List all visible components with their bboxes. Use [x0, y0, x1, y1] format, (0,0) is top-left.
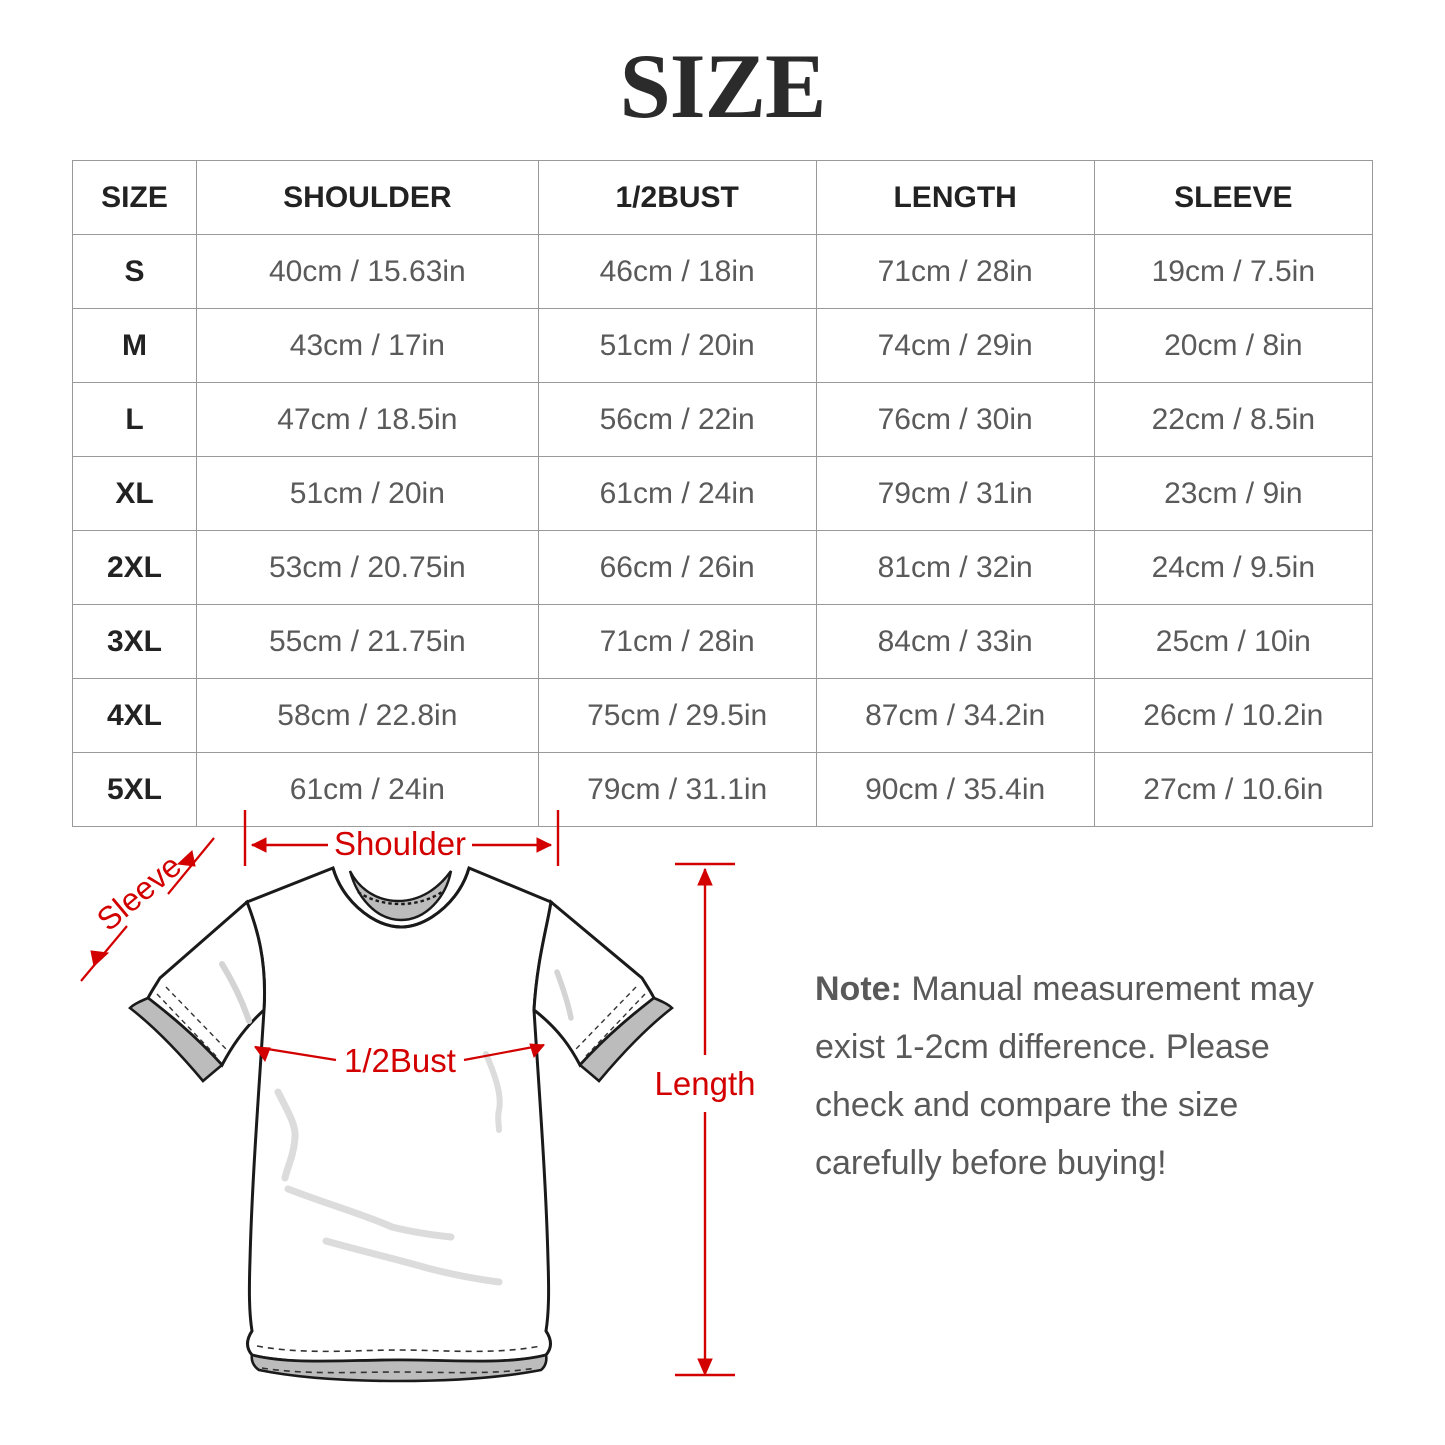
svg-text:Length: Length: [655, 1065, 756, 1102]
svg-text:1/2Bust: 1/2Bust: [344, 1042, 456, 1079]
svg-text:Sleeve: Sleeve: [90, 847, 188, 937]
svg-text:Shoulder: Shoulder: [334, 825, 466, 862]
